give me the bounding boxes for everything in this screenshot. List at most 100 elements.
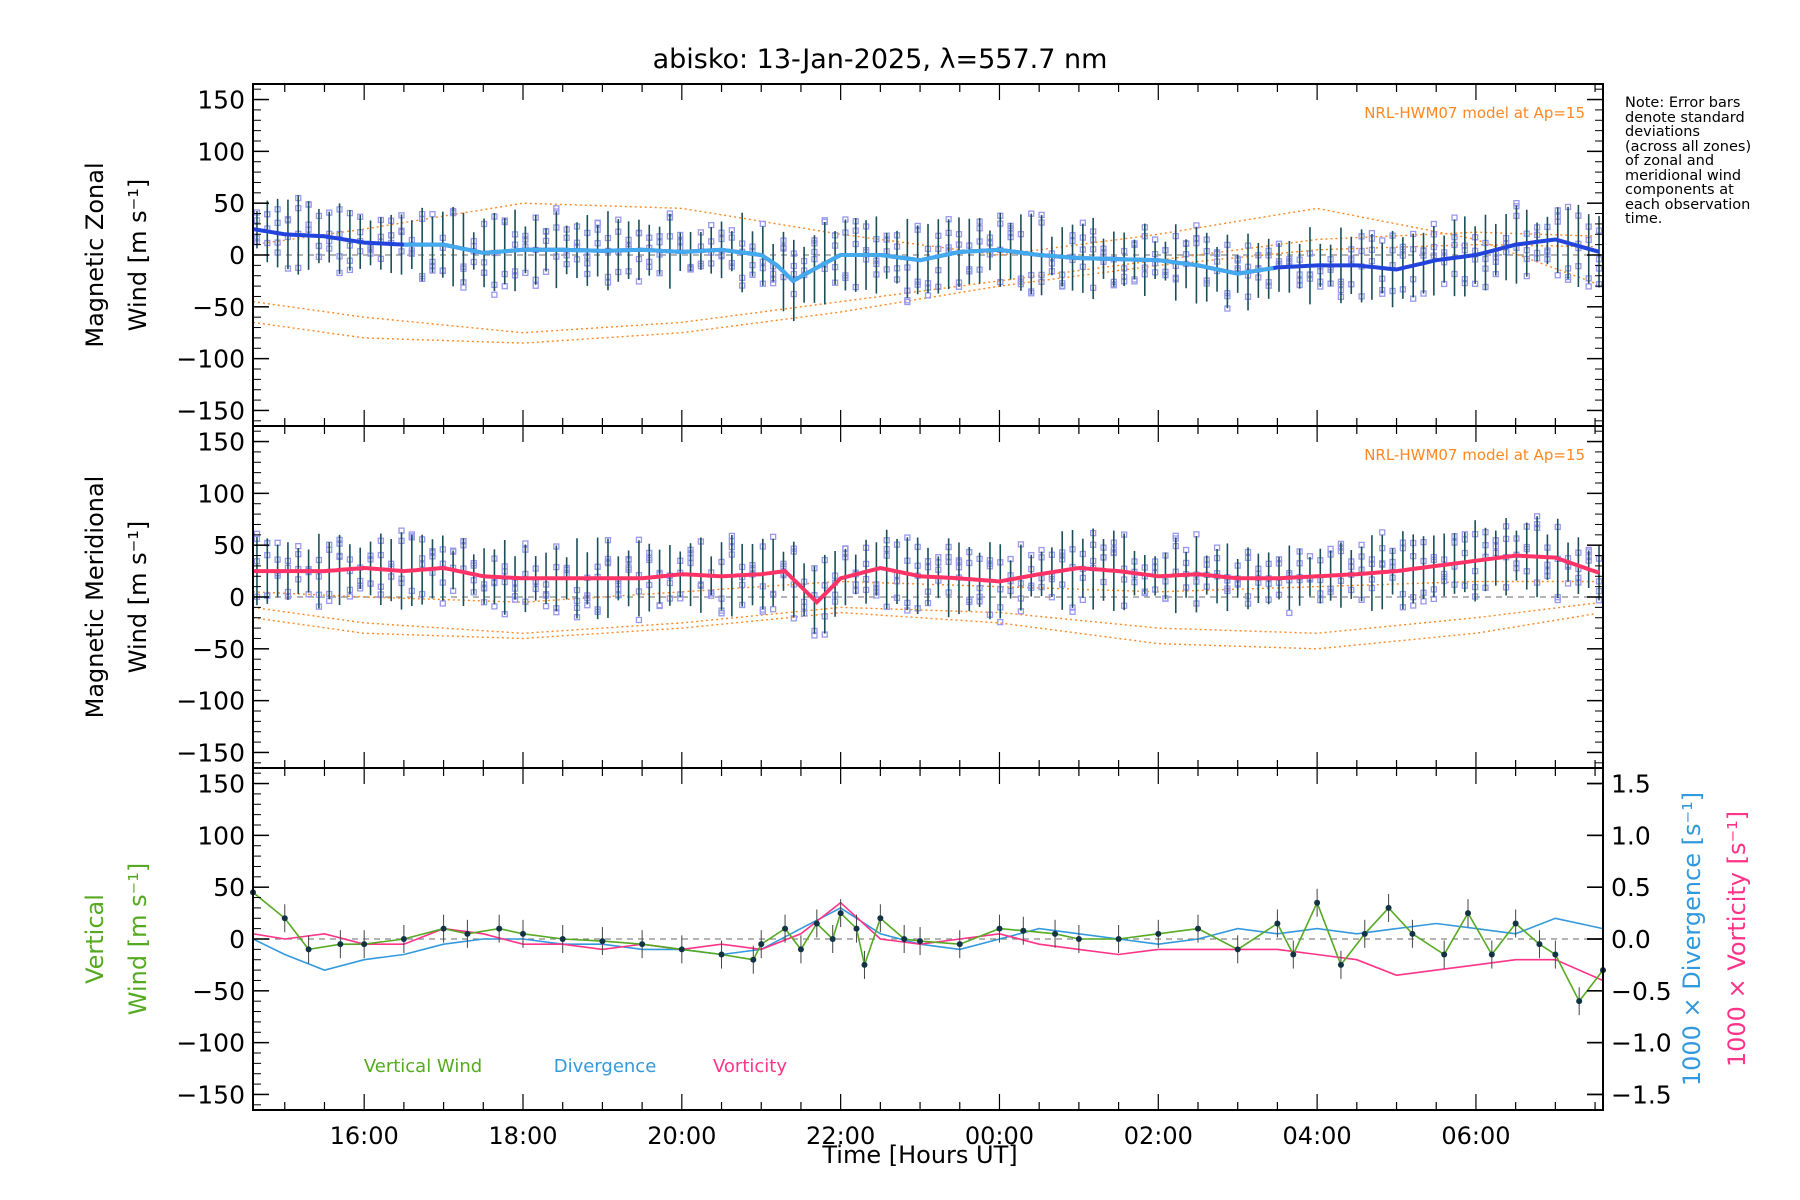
vertical-wind-point	[440, 925, 447, 932]
y-tick-label: 50	[213, 873, 245, 902]
vertical-wind-point	[829, 936, 836, 942]
vertical-wind-point	[1274, 920, 1281, 927]
vertical-wind-point	[599, 938, 606, 945]
model-curve	[252, 611, 1596, 650]
zone-point	[1069, 608, 1076, 615]
zone-point	[1193, 531, 1200, 538]
zone-point	[1379, 529, 1386, 536]
zone-point	[1451, 214, 1458, 221]
zone-point	[295, 543, 302, 550]
y-tick-label: −150	[176, 1080, 245, 1109]
zone-point	[542, 603, 550, 610]
model-curve	[252, 202, 1596, 284]
panel-meridional: 150 100 50 0 −50 −100 −150 Magnetic Meridional W…	[81, 425, 1604, 769]
y-axis-label-line2: Wind [m s⁻¹]	[124, 521, 152, 673]
y-tick-label: −150	[176, 396, 245, 425]
vertical-wind-point	[750, 956, 757, 963]
vertical-wind-point	[1385, 904, 1392, 911]
x-axis-label: Time [Hours UT]	[821, 1141, 1017, 1169]
y-axis-label-line1: Magnetic Meridional	[81, 476, 109, 719]
vertical-wind-point	[1465, 910, 1471, 917]
vertical-wind-point	[956, 941, 963, 948]
vertical-wind-point	[797, 946, 804, 953]
vertical-wind-point	[639, 941, 646, 948]
y-tick-label: 0	[229, 583, 245, 612]
y-axis-label-line1: Vertical	[81, 894, 109, 984]
vertical-wind-point	[901, 936, 908, 942]
vertical-wind-point	[1512, 920, 1519, 927]
vertical-wind-point	[1337, 961, 1344, 968]
legend-entry: Vertical Wind	[364, 1056, 482, 1077]
y-tick-label: −50	[192, 635, 245, 664]
vertical-wind-point	[1441, 951, 1448, 958]
y-tick-label: −50	[192, 977, 245, 1006]
note-line: of zonal and	[1625, 153, 1715, 169]
note-line: denote standard	[1625, 109, 1745, 126]
zone-point	[635, 616, 643, 624]
vertical-wind-point	[861, 961, 868, 968]
vertical-wind-point	[917, 938, 924, 945]
vertical-wind-point	[1234, 946, 1241, 953]
zone-point	[439, 600, 446, 607]
vertical-wind-point	[813, 920, 820, 927]
vertical-wind-point	[758, 941, 765, 948]
panel-vertical: 150 100 50 0 −50 −100 −150 Vertical Wind [m s⁻¹]…	[81, 767, 1751, 1150]
zone-point	[460, 284, 467, 291]
vertical-wind-point	[281, 915, 288, 922]
y2-tick-label: −1.5	[1611, 1080, 1672, 1109]
vertical-wind-point	[1576, 998, 1583, 1005]
vertical-wind-point	[1536, 941, 1543, 948]
y-tick-label: 50	[213, 189, 245, 218]
zone-point	[491, 291, 498, 298]
zone-point	[1420, 598, 1427, 605]
vertical-wind-point	[337, 941, 344, 948]
model-curve	[252, 580, 1596, 603]
vertical-wind-point	[1155, 930, 1162, 937]
y-tick-label: −100	[176, 345, 245, 374]
y2-tick-label: −0.5	[1611, 977, 1672, 1006]
vertical-wind-point	[853, 925, 860, 932]
zone-point	[1079, 596, 1087, 604]
y-tick-label: 150	[197, 428, 245, 457]
vertical-wind-point	[1115, 936, 1122, 942]
y-tick-label: −50	[192, 293, 245, 322]
x-tick-label: 16:00	[330, 1122, 399, 1150]
vertical-wind-point	[877, 915, 884, 922]
zone-point	[491, 603, 498, 610]
vertical-wind-point	[464, 930, 471, 937]
legend-entry: Vorticity	[713, 1056, 787, 1077]
zone-point	[708, 221, 715, 229]
y-tick-label: −100	[176, 1029, 245, 1058]
x-tick-label: 20:00	[647, 1122, 716, 1150]
y2-tick-label: 0.0	[1611, 925, 1651, 954]
y-tick-label: 100	[197, 821, 245, 850]
vorticity-axis-label: 1000 × Vorticity [s⁻¹]	[1723, 811, 1751, 1067]
zone-point	[501, 283, 508, 290]
legend-entry: Divergence	[554, 1056, 657, 1077]
zone-point	[253, 530, 261, 537]
x-tick-label: 22:00	[806, 1122, 875, 1150]
x-tick-label: 06:00	[1441, 1122, 1510, 1150]
y-tick-label: 150	[197, 770, 245, 799]
divergence-axis-label: 1000 × Divergence [s⁻¹]	[1678, 792, 1706, 1086]
vertical-wind-line	[252, 891, 1604, 1003]
zone-point	[1430, 220, 1438, 228]
vertical-wind-point	[1361, 930, 1368, 937]
error-bar-note: Note: Error bars denote standard deviation…	[1625, 96, 1795, 227]
vertical-wind-point	[1314, 899, 1321, 906]
y-axis-label-line1: Magnetic Zonal	[81, 162, 109, 347]
y-tick-label: 100	[197, 137, 245, 166]
zone-point	[656, 602, 663, 610]
zone-point	[821, 217, 828, 224]
vertical-wind-point	[1552, 951, 1559, 958]
y-tick-label: 150	[197, 86, 245, 115]
y-axis-label-line2: Wind [m s⁻¹]	[124, 863, 152, 1015]
zone-point	[1182, 546, 1190, 554]
note-line: components at	[1625, 182, 1734, 198]
y-tick-label: −150	[176, 738, 245, 767]
x-tick-label: 04:00	[1283, 1122, 1352, 1150]
vertical-wind-point	[1020, 927, 1027, 934]
y2-tick-label: 1.5	[1611, 770, 1651, 799]
note-line: deviations	[1625, 124, 1700, 140]
